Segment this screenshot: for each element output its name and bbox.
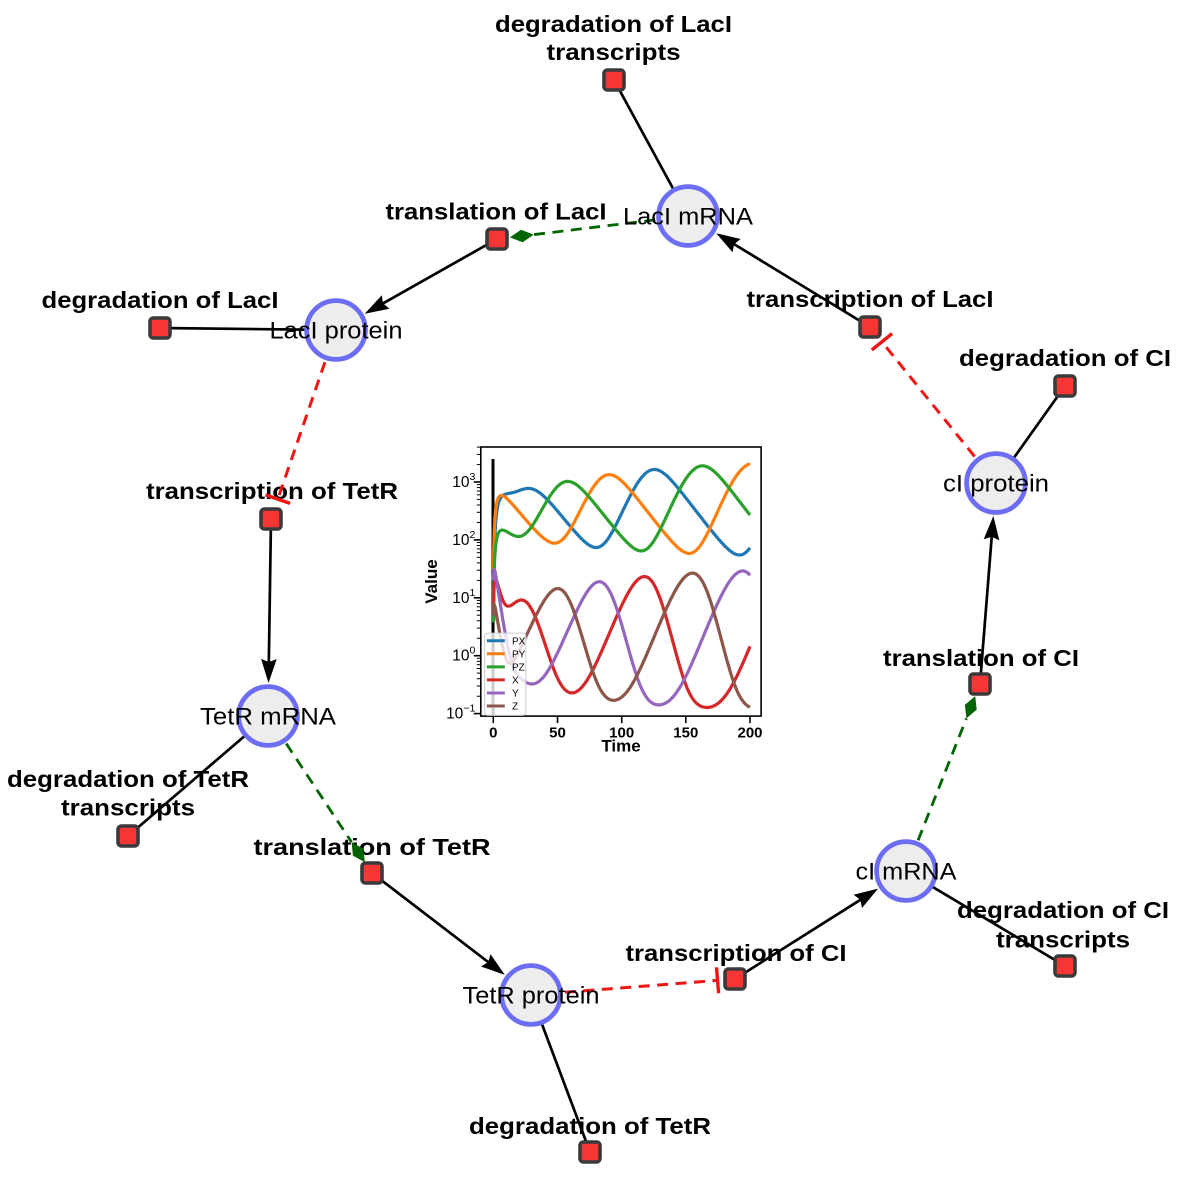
svg-text:200: 200 — [737, 725, 762, 742]
svg-text:transcription of TetR: transcription of TetR — [146, 478, 398, 504]
svg-text:translation of LacI: translation of LacI — [386, 199, 607, 225]
svg-text:translation of TetR: translation of TetR — [254, 834, 491, 860]
svg-text:degradation of CI: degradation of CI — [959, 345, 1171, 371]
svg-text:Value: Value — [422, 559, 441, 603]
svg-text:X: X — [512, 676, 519, 687]
svg-text:50: 50 — [549, 725, 566, 742]
svg-text:150: 150 — [673, 725, 698, 742]
svg-text:degradation of CI: degradation of CI — [957, 897, 1169, 923]
svg-text:100: 100 — [452, 645, 475, 665]
svg-text:0: 0 — [489, 725, 497, 742]
svg-text:PY: PY — [512, 649, 526, 660]
svg-text:101: 101 — [452, 587, 475, 607]
svg-text:cI protein: cI protein — [943, 471, 1049, 498]
svg-text:transcription of CI: transcription of CI — [626, 940, 847, 966]
svg-text:102: 102 — [452, 529, 475, 549]
svg-text:transcripts: transcripts — [61, 795, 195, 821]
svg-text:PZ: PZ — [512, 663, 525, 674]
svg-text:transcripts: transcripts — [547, 39, 681, 65]
svg-text:100: 100 — [609, 725, 634, 742]
svg-text:TetR protein: TetR protein — [463, 983, 600, 1010]
svg-text:LacI protein: LacI protein — [270, 318, 403, 345]
svg-text:degradation of LacI: degradation of LacI — [42, 287, 279, 313]
svg-text:degradation of TetR: degradation of TetR — [469, 1113, 711, 1139]
svg-text:Z: Z — [512, 702, 518, 713]
svg-text:TetR mRNA: TetR mRNA — [200, 704, 336, 731]
svg-text:Time: Time — [601, 737, 640, 756]
svg-text:10−1: 10−1 — [446, 703, 475, 723]
svg-text:transcripts: transcripts — [996, 927, 1130, 953]
svg-text:degradation of TetR: degradation of TetR — [7, 766, 249, 792]
svg-text:degradation of LacI: degradation of LacI — [495, 11, 732, 37]
svg-text:Y: Y — [512, 689, 519, 700]
svg-text:cI mRNA: cI mRNA — [856, 859, 957, 886]
svg-text:PX: PX — [512, 636, 526, 647]
svg-text:LacI mRNA: LacI mRNA — [623, 204, 753, 231]
svg-text:103: 103 — [452, 471, 475, 491]
svg-text:transcription of LacI: transcription of LacI — [747, 286, 994, 312]
